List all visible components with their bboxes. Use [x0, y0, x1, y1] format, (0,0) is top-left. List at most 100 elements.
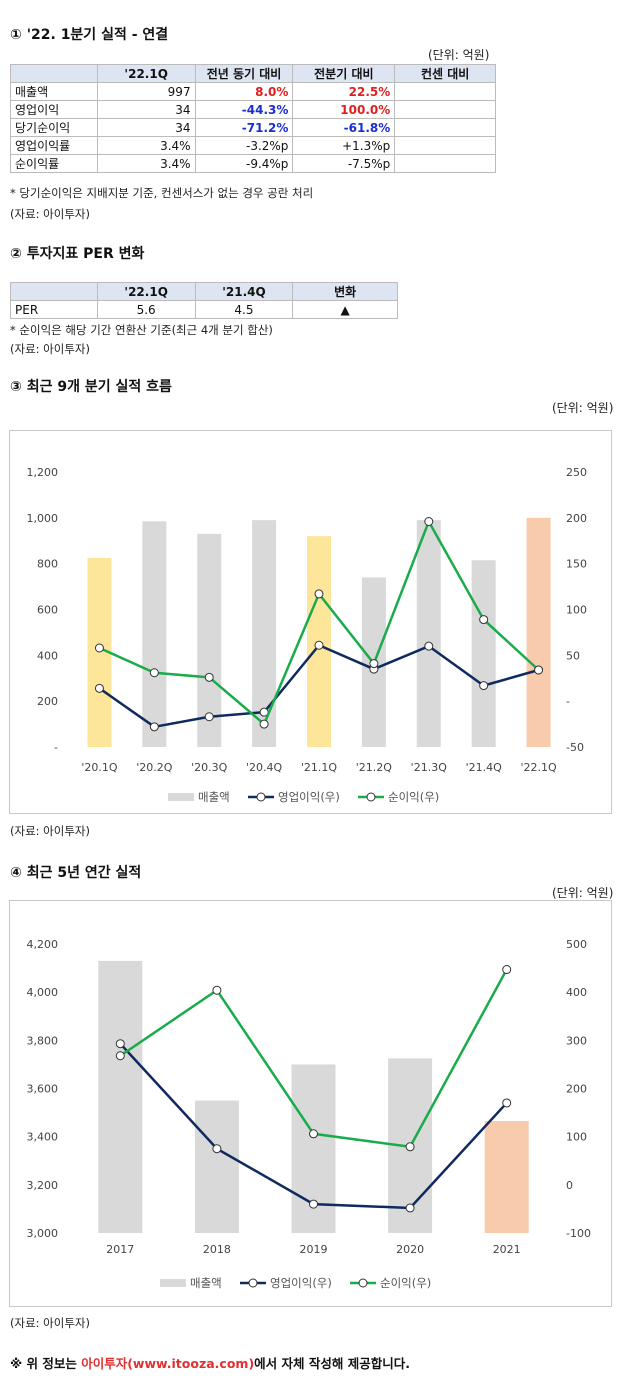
data-point [405, 1142, 415, 1152]
row-label: 영업이익률 [10, 136, 98, 155]
section3-source: (자료: 아이투자) [10, 824, 90, 838]
x-axis-tick-label: 2019 [300, 1243, 328, 1256]
bar [416, 520, 441, 747]
header-cell: '22.1Q [96, 64, 196, 83]
section4-source: (자료: 아이투자) [10, 1316, 90, 1330]
bar [197, 533, 222, 747]
bar [526, 517, 551, 747]
y-axis-tick-label: 1,000 [27, 512, 59, 525]
section3-title: ③ 최근 9개 분기 실적 흐름 [10, 379, 172, 395]
y-axis-tick-label: 400 [37, 649, 58, 662]
consensus-cell [394, 100, 496, 119]
y2-axis-tick-label: 400 [566, 986, 587, 999]
y2-axis-tick-label: 200 [566, 512, 587, 525]
x-axis-tick-label: '20.2Q [136, 761, 173, 774]
x-axis-tick-label: 2018 [203, 1243, 231, 1256]
y-axis-tick-label: 1,200 [27, 466, 59, 479]
section3-unit: (단위: 억원) [552, 401, 614, 415]
header-cell [10, 64, 98, 83]
annual-chart-container: 3,000 3,200 3,400 3,600 3,800 4,000 4,200 -100 0… [9, 900, 612, 1307]
change-indicator: ▲ [292, 300, 398, 319]
x-axis-tick-label: '21.1Q [301, 761, 338, 774]
yoy-change-cell: -71.2% [194, 118, 294, 137]
data-point [115, 1039, 125, 1049]
quarter-value-cell: 34 [96, 100, 196, 119]
section4-title: ④ 최근 5년 연간 실적 [10, 865, 142, 881]
x-axis-tick-label: '21.3Q [411, 761, 448, 774]
per-value-cell: 5.6 [96, 300, 196, 319]
section1-unit: (단위: 억원) [428, 48, 490, 62]
y2-axis-tick-label: 0 [566, 1179, 573, 1192]
bar [471, 560, 496, 747]
data-point [479, 615, 489, 625]
header-cell: 변화 [292, 282, 398, 301]
x-axis-tick-label: 2020 [396, 1243, 424, 1256]
section2-title: ② 투자지표 PER 변화 [10, 246, 145, 262]
legend-marker [248, 1278, 258, 1288]
y-axis-tick-label: 4,000 [27, 986, 59, 999]
table-header-row: '22.1Q 전년 동기 대비 전분기 대비 컨센 대비 [10, 64, 496, 83]
legend-marker [256, 792, 266, 802]
table-row: 당기순이익 34 -71.2% -61.8% [10, 118, 496, 137]
section1-title: ① '22. 1분기 실적 - 연결 [10, 27, 169, 43]
y-axis-tick-label: 3,800 [27, 1034, 59, 1047]
data-point [424, 517, 434, 526]
data-point [204, 712, 214, 722]
data-point [314, 640, 324, 650]
footer-prefix: ※ 위 정보는 [10, 1356, 82, 1371]
quarter-value-cell: 997 [96, 82, 196, 101]
quarterly-chart: -2004006008001,0001,200-50-5010015020025… [27, 466, 588, 804]
y2-axis-tick-label: 100 [566, 604, 587, 617]
footer-suffix: 에서 자체 작성해 제공합니다. [254, 1356, 410, 1371]
table-row: 영업이익률 3.4% -3.2%p +1.3%p [10, 136, 496, 155]
y-axis-tick-label: 600 [37, 604, 58, 617]
quarter-value-cell: 3.4% [96, 136, 196, 155]
data-point [534, 665, 544, 675]
bar [484, 1121, 529, 1233]
legend-label: 영업이익(우) [270, 1276, 332, 1290]
y2-axis-tick-label: 150 [566, 558, 587, 571]
x-axis-tick-label: '20.3Q [191, 761, 228, 774]
qoq-change-cell: +1.3%p [292, 136, 396, 155]
data-point [502, 965, 512, 975]
quarter-value-cell: 3.4% [96, 154, 196, 173]
y-axis-tick-label: 3,200 [27, 1179, 59, 1192]
y2-axis-tick-label: 250 [566, 466, 587, 479]
row-label: PER [10, 300, 98, 319]
section2-note: * 순이익은 해당 기간 연환산 기준(최근 4개 분기 합산) [10, 323, 273, 337]
y2-axis-tick-label: 50 [566, 649, 580, 662]
qoq-change-cell: -7.5%p [292, 154, 396, 173]
legend-marker [366, 792, 376, 802]
footer-site-link[interactable]: 아이투자(www.itooza.com) [81, 1356, 255, 1371]
qoq-change-cell: -61.8% [292, 118, 396, 137]
y-axis-tick-label: 4,200 [27, 938, 59, 951]
data-point [502, 1098, 512, 1108]
legend-swatch [160, 1279, 186, 1287]
section2-source: (자료: 아이투자) [10, 342, 90, 356]
x-axis-tick-label: '20.4Q [246, 761, 283, 774]
data-point [115, 1051, 125, 1061]
x-axis-tick-label: 2021 [493, 1243, 521, 1256]
header-cell: 컨센 대비 [394, 64, 496, 83]
data-point [309, 1129, 318, 1139]
y2-axis-tick-label: - [566, 695, 570, 708]
data-point [149, 668, 159, 678]
y-axis-tick-label: 3,400 [27, 1131, 59, 1144]
data-point [479, 681, 489, 691]
y-axis-tick-label: 800 [37, 558, 58, 571]
x-axis-tick-label: '21.4Q [466, 761, 503, 774]
qoq-change-cell: 22.5% [292, 82, 396, 101]
footer-disclaimer: ※ 위 정보는 아이투자(www.itooza.com)에서 자체 작성해 제공… [10, 1353, 410, 1372]
row-label: 매출액 [10, 82, 98, 101]
data-point [259, 719, 269, 729]
x-axis-tick-label: 2017 [106, 1243, 134, 1256]
row-label: 순이익률 [10, 154, 98, 173]
legend-label: 매출액 [190, 1276, 222, 1290]
data-point [149, 722, 159, 732]
legend-swatch [168, 793, 194, 801]
header-cell: 전년 동기 대비 [194, 64, 294, 83]
table-row: 매출액 997 8.0% 22.5% [10, 82, 496, 101]
consensus-cell [394, 82, 496, 101]
yoy-change-cell: -9.4%p [194, 154, 294, 173]
yoy-change-cell: 8.0% [194, 82, 294, 101]
